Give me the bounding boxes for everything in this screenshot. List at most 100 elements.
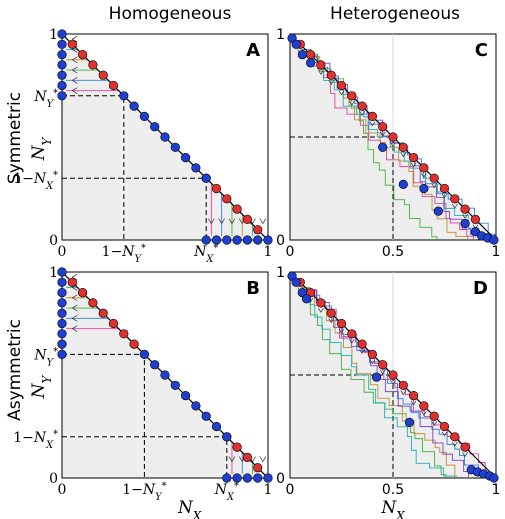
stable-point xyxy=(57,308,67,318)
unstable-point xyxy=(357,339,367,349)
stable-point xyxy=(211,421,222,432)
unstable-point xyxy=(316,298,326,308)
panel-letter: C xyxy=(475,40,488,61)
flow-line xyxy=(303,289,470,477)
stable-point xyxy=(170,380,180,390)
stable-point xyxy=(119,91,129,101)
y-tick-label: 1 xyxy=(276,265,285,281)
unstable-point xyxy=(367,111,378,121)
flow-line xyxy=(298,284,447,477)
stable-point xyxy=(170,142,180,152)
dashed-guide xyxy=(62,95,125,240)
row-title-symmetric: Symmetric xyxy=(5,92,25,184)
unstable-point xyxy=(326,70,336,80)
stable-point xyxy=(57,298,67,308)
unstable-point xyxy=(119,329,129,339)
stable-point xyxy=(297,49,307,60)
flow-arrowhead xyxy=(379,131,386,137)
unstable-point xyxy=(367,349,378,360)
unstable-point xyxy=(409,391,419,401)
stable-point xyxy=(57,329,67,339)
row-title-asymmetric: Asymmetric xyxy=(5,319,25,421)
flow-arrowhead xyxy=(431,183,437,189)
flow-arrowhead xyxy=(462,452,468,458)
flow-arrowhead xyxy=(431,421,437,427)
unstable-point xyxy=(336,318,347,329)
stable-point xyxy=(433,206,443,216)
flow-arrowhead xyxy=(421,172,427,178)
unstable-point xyxy=(450,194,460,204)
flow-arrowhead xyxy=(208,218,215,225)
stable-point xyxy=(57,49,67,60)
flow-arrowhead xyxy=(338,90,345,96)
col-title-homogeneous: Homogeneous xyxy=(109,4,232,24)
unstable-point xyxy=(242,452,252,463)
y-tick-label: 1 xyxy=(276,27,285,43)
flow-arrowhead xyxy=(349,338,355,344)
stable-point xyxy=(181,391,191,401)
plot-frame xyxy=(61,271,269,479)
unstable-point xyxy=(347,329,357,339)
flow-arrowhead xyxy=(228,218,236,225)
stable-point xyxy=(460,218,470,229)
x-tick-label: 0 xyxy=(58,482,67,498)
panel-letter: B xyxy=(246,278,260,299)
stable-point xyxy=(398,179,408,189)
stable-point xyxy=(150,122,160,132)
flow-arrowhead xyxy=(318,69,324,75)
stable-point xyxy=(419,183,429,194)
unstable-point xyxy=(357,101,367,111)
unstable-point xyxy=(378,122,388,132)
unstable-point xyxy=(470,214,481,224)
dashed-guide xyxy=(290,374,394,478)
flow-arrowhead xyxy=(441,193,448,199)
x-axis-label: NX xyxy=(380,498,405,519)
flow-arrowhead xyxy=(259,218,267,225)
y-tick-label: 1−NX* xyxy=(13,170,58,192)
unstable-point xyxy=(129,339,139,349)
flow-arrowhead xyxy=(452,203,458,209)
x-tick-label: 0 xyxy=(286,482,295,498)
panel-letter: A xyxy=(246,40,260,61)
unstable-point xyxy=(388,370,398,380)
stable-point xyxy=(232,473,242,483)
flow-arrowhead xyxy=(328,80,334,86)
stable-point xyxy=(253,473,263,483)
unstable-point xyxy=(336,80,347,91)
unstable-point xyxy=(388,132,398,142)
unstable-point xyxy=(77,288,88,298)
flow-line xyxy=(308,56,469,239)
stable-point xyxy=(57,288,67,298)
unstable-point xyxy=(306,49,316,60)
flow-arrowhead xyxy=(71,294,78,302)
stable-point xyxy=(139,111,149,121)
stable-point xyxy=(57,70,67,80)
flow-arrowhead xyxy=(328,318,334,324)
flow-arrowhead xyxy=(400,152,407,158)
x-axis-label: NX xyxy=(177,498,202,519)
x-tick-label: 1 xyxy=(264,482,273,498)
stable-point xyxy=(191,163,201,173)
stable-point xyxy=(57,60,67,70)
stable-point xyxy=(57,39,67,49)
stable-point xyxy=(129,101,139,111)
flow-arrowhead xyxy=(441,431,448,437)
stable-point xyxy=(489,473,499,483)
x-tick-label: 0.5 xyxy=(382,244,404,260)
stable-point xyxy=(57,349,67,360)
stable-point xyxy=(378,142,388,152)
stable-point xyxy=(57,339,67,349)
y-tick-label: 1 xyxy=(49,27,58,43)
flow-line xyxy=(305,53,489,239)
x-tick-label: 1−NY* xyxy=(122,481,166,503)
unstable-point xyxy=(398,142,408,152)
flow-arrowhead xyxy=(71,56,78,64)
unstable-point xyxy=(460,442,470,452)
x-tick-label: NX* xyxy=(193,243,218,265)
unstable-point xyxy=(419,401,429,411)
flow-line xyxy=(303,51,474,239)
stable-point xyxy=(201,235,211,245)
stable-point xyxy=(57,91,67,101)
stable-point xyxy=(371,372,382,382)
stable-point xyxy=(301,294,312,304)
